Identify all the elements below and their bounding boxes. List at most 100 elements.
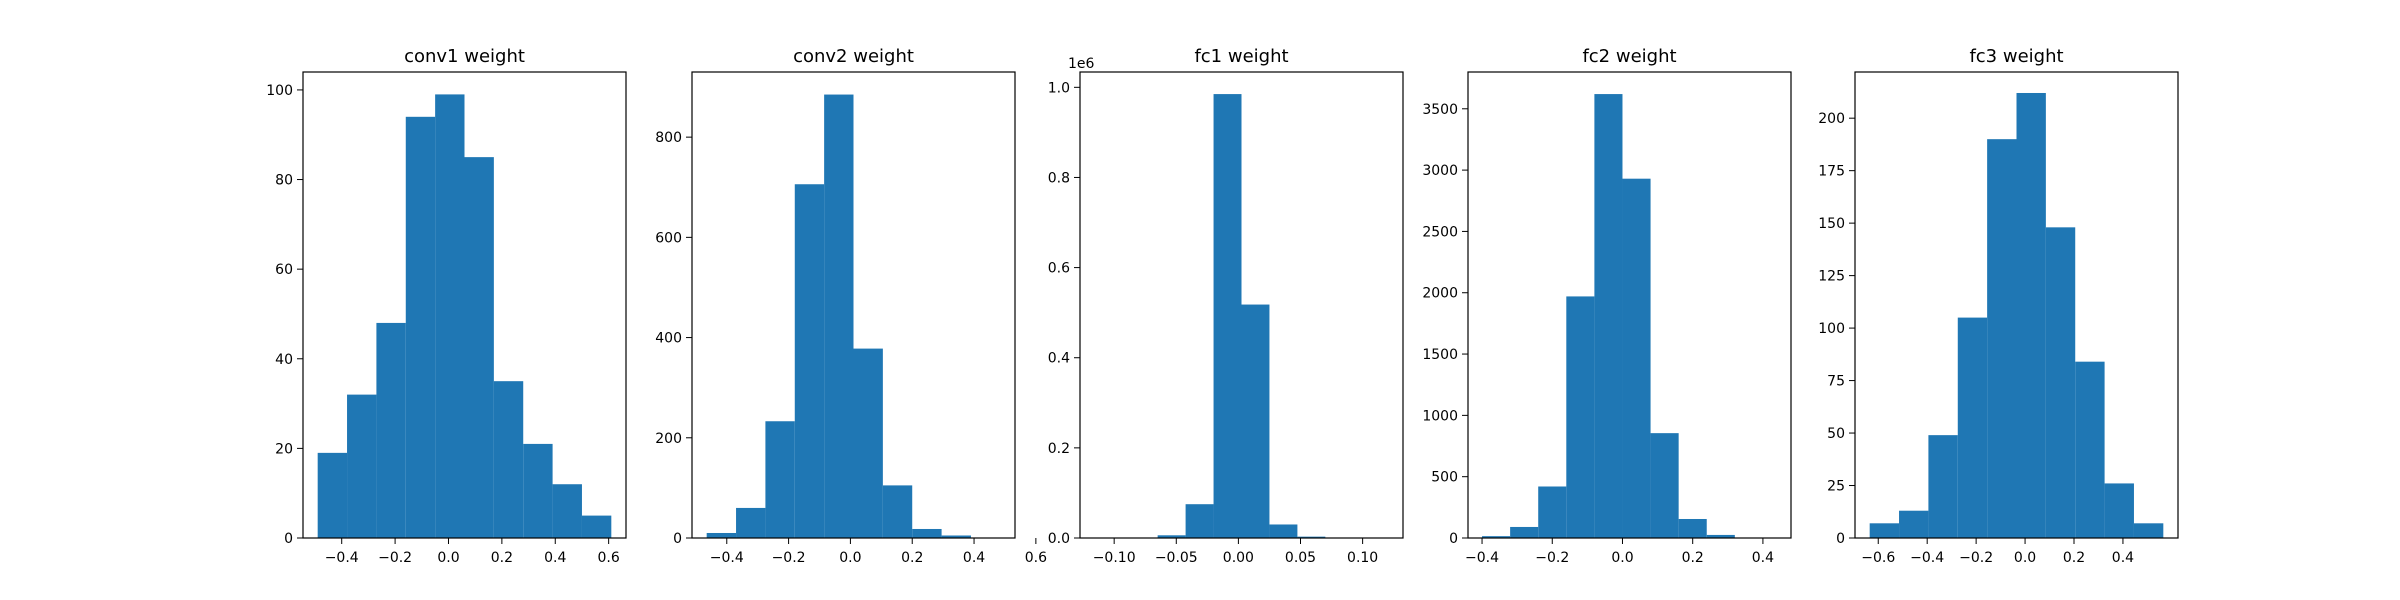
y-tick-label: 0.6 <box>1048 261 1070 277</box>
x-tick-label: 0.2 <box>1682 550 1704 566</box>
axes-frame <box>1854 71 2179 539</box>
histogram-bar <box>941 535 971 538</box>
y-tick-label: 2000 <box>1422 286 1458 302</box>
y-tick-label: 400 <box>655 331 682 347</box>
x-tick-label: −0.05 <box>1155 550 1198 566</box>
y-tick-label: 1000 <box>1422 408 1458 424</box>
x-tick-label: 0.0 <box>437 550 459 566</box>
histogram-bar <box>1269 524 1298 538</box>
histogram-bar <box>1594 94 1623 539</box>
histogram-bar <box>1869 523 1900 538</box>
subplot-3: fc1 weight −0.10 −0.05 0.00 0.05 0.10 0.0 0.2 0.… <box>1048 46 1404 566</box>
histogram-bar <box>1297 536 1326 538</box>
y-tick-label: 0 <box>284 531 293 547</box>
x-tick-label: −0.2 <box>1959 550 1993 566</box>
x-tick-label: 0.6 <box>1025 550 1047 566</box>
histogram-bar <box>1899 510 1929 538</box>
y-tick-label: 100 <box>1818 321 1845 337</box>
y-tick-label: 80 <box>275 173 293 189</box>
chart-title: fc1 weight <box>1194 46 1288 67</box>
y-tick-label: 20 <box>275 441 293 457</box>
histogram-bar <box>1957 317 1988 538</box>
histogram-bar <box>493 381 524 538</box>
chart-title: fc3 weight <box>1969 46 2063 67</box>
axes-frame <box>1467 71 1792 539</box>
histogram-bar <box>2075 361 2105 538</box>
histogram-bar <box>1185 504 1214 538</box>
x-tick-label: 0.2 <box>2063 550 2085 566</box>
y-tick-label: 600 <box>655 230 682 246</box>
subplot-5: fc3 weight −0.6 −0.4 −0.2 0.0 0.2 0.4 0 25 50 75 10… <box>1818 46 2179 566</box>
x-tick-label: −0.2 <box>378 550 412 566</box>
y-tick-label: 40 <box>275 352 293 368</box>
x-tick-label: −0.2 <box>1535 550 1569 566</box>
histogram-bar <box>1538 486 1567 538</box>
subplot-4: fc2 weight −0.4 −0.2 0.0 0.2 0.4 0 500 1000 1500 2… <box>1422 46 1792 566</box>
histogram-bar <box>1622 178 1651 539</box>
y-tick-label: 100 <box>266 83 293 99</box>
histogram-bar <box>2016 92 2046 538</box>
y-tick-label: 0.0 <box>1048 531 1070 547</box>
x-tick-label: −0.10 <box>1093 550 1136 566</box>
x-tick-label: 0.0 <box>839 550 861 566</box>
histogram-bar <box>1482 536 1511 538</box>
histogram-bar <box>1650 433 1679 538</box>
y-tick-label: 3000 <box>1422 163 1458 179</box>
y-tick-label: 800 <box>655 130 682 146</box>
y-tick-label: 0 <box>673 531 682 547</box>
histogram-bar <box>347 394 377 538</box>
x-tick-label: 0.10 <box>1347 550 1378 566</box>
subplot-1: conv1 weight −0.4 −0.2 0.0 0.2 0.4 0.6 0 20 40 60 8… <box>266 46 627 566</box>
x-tick-label: 0.4 <box>1752 550 1774 566</box>
y-tick-label: 0.8 <box>1048 170 1070 186</box>
y-tick-label: 500 <box>1431 470 1458 486</box>
histogram-bar <box>1987 139 2017 538</box>
histogram-bar <box>1510 526 1539 538</box>
y-tick-label: 200 <box>1818 111 1845 127</box>
subplot-2: conv2 weight −0.4 −0.2 0.0 0.2 0.4 0.6 0 200 400 6… <box>655 46 1047 566</box>
x-tick-label: 0.6 <box>598 550 620 566</box>
x-tick-label: −0.4 <box>710 550 744 566</box>
y-tick-label: 175 <box>1818 164 1845 180</box>
histogram-bar <box>1241 304 1270 538</box>
axes-frame <box>1079 71 1404 539</box>
histogram-bar <box>853 348 883 538</box>
y-tick-label: 0 <box>1836 531 1845 547</box>
y-tick-label: 2500 <box>1422 224 1458 240</box>
x-tick-label: 0.2 <box>491 550 513 566</box>
chart-title: fc2 weight <box>1582 46 1676 67</box>
x-tick-label: 0.2 <box>901 550 923 566</box>
histogram-bar <box>1213 94 1242 538</box>
histogram-bar <box>912 528 942 538</box>
y-tick-label: 50 <box>1827 426 1845 442</box>
x-tick-label: 0.4 <box>963 550 985 566</box>
y-tick-label: 150 <box>1818 216 1845 232</box>
histogram-bar <box>1566 296 1595 538</box>
histogram-bar <box>1157 535 1186 538</box>
axes-frame <box>302 71 627 539</box>
histogram-bar <box>1928 435 1958 538</box>
y-tick-label: 125 <box>1818 269 1845 285</box>
histogram-bar <box>706 532 737 538</box>
y-tick-label: 0.4 <box>1048 351 1070 367</box>
y-tick-label: 3500 <box>1422 102 1458 118</box>
chart-title: conv2 weight <box>793 46 914 67</box>
histogram-bar <box>2045 227 2076 539</box>
x-tick-label: −0.4 <box>325 550 359 566</box>
histogram-bar <box>794 184 825 539</box>
x-tick-label: −0.2 <box>772 550 806 566</box>
y-offset-label: 1e6 <box>1068 56 1095 72</box>
histogram-bar <box>765 421 795 538</box>
x-tick-label: 0.4 <box>2112 550 2134 566</box>
x-tick-label: 0.0 <box>2014 550 2036 566</box>
histogram-bar <box>552 484 582 538</box>
y-tick-label: 25 <box>1827 479 1845 495</box>
y-tick-label: 200 <box>655 431 682 447</box>
histogram-bar <box>317 452 348 538</box>
histogram-bar <box>376 322 406 538</box>
axes-frame <box>691 71 1016 539</box>
x-tick-label: −0.4 <box>1465 550 1499 566</box>
y-tick-label: 0 <box>1449 531 1458 547</box>
x-tick-label: −0.6 <box>1861 550 1895 566</box>
